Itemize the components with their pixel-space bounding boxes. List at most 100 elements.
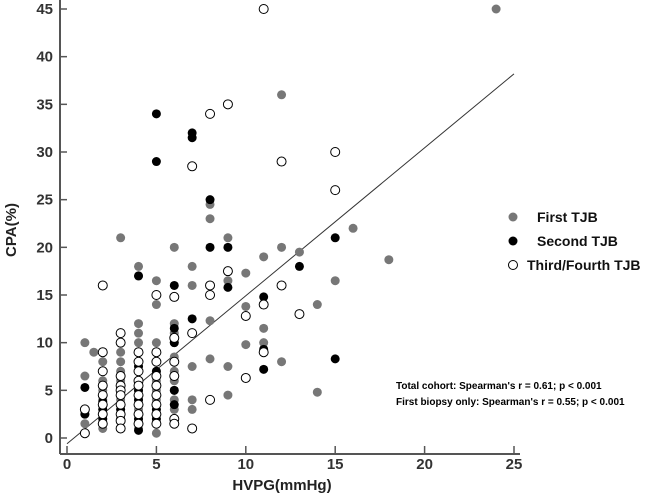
- first-tjb-point: [312, 387, 322, 397]
- first-tjb-point: [223, 390, 233, 400]
- series-first-tjb: [80, 4, 501, 438]
- y-tick-label: 25: [36, 192, 53, 209]
- third-fourth-tjb-point: [205, 290, 216, 300]
- third-fourth-tjb-point: [97, 280, 108, 291]
- third-fourth-tjb-point: [79, 428, 90, 439]
- third-fourth-tjb-point: [115, 337, 126, 348]
- third-fourth-tjb-point: [151, 371, 162, 382]
- y-tick-label: 5: [45, 382, 53, 399]
- second-tjb-point: [151, 109, 161, 119]
- x-tick-label: 10: [237, 456, 254, 473]
- second-tjb-point: [169, 280, 179, 290]
- first-tjb-point: [89, 347, 99, 357]
- first-tjb-point: [205, 354, 215, 364]
- third-fourth-tjb-point: [205, 108, 216, 119]
- second-tjb-point: [80, 382, 90, 392]
- first-tjb-point: [312, 300, 322, 310]
- third-fourth-tjb-point: [151, 399, 162, 410]
- first-tjb-point: [294, 247, 304, 257]
- third-fourth-tjb-point: [169, 291, 180, 302]
- y-tick-label: 10: [36, 335, 53, 352]
- first-tjb-point: [80, 338, 90, 348]
- first-tjb-point: [223, 362, 233, 371]
- third-fourth-tjb-point: [330, 185, 341, 196]
- third-fourth-tjb-point: [97, 380, 108, 391]
- plot-area: [66, 4, 515, 445]
- annotation-first-biopsy: First biopsy only: Spearman's r = 0.55; …: [396, 397, 625, 408]
- y-axis-ticks: 0 5 10 15 20 25 30 35 40 45: [36, 1, 67, 447]
- third-fourth-tjb-point: [133, 418, 144, 429]
- third-fourth-tjb-point: [240, 310, 251, 321]
- legend-marker-first: [508, 212, 518, 222]
- first-tjb-point: [116, 357, 126, 367]
- annotation-total-cohort: Total cohort: Spearman's r = 0.61; p < 0…: [396, 381, 602, 392]
- first-tjb-point: [491, 4, 501, 14]
- third-fourth-tjb-point: [169, 418, 180, 429]
- first-tjb-point: [187, 404, 197, 414]
- first-tjb-point: [169, 242, 179, 252]
- first-tjb-point: [134, 338, 144, 348]
- y-tick-label: 45: [36, 1, 53, 18]
- third-fourth-tjb-point: [115, 371, 126, 382]
- second-tjb-point: [169, 323, 179, 333]
- third-fourth-tjb-point: [169, 356, 180, 367]
- first-tjb-point: [134, 261, 144, 271]
- third-fourth-tjb-point: [205, 280, 216, 291]
- second-tjb-point: [330, 354, 340, 364]
- second-tjb-point: [205, 195, 215, 205]
- second-tjb-point: [169, 400, 179, 410]
- first-tjb-point: [187, 261, 197, 271]
- second-tjb-point: [330, 233, 340, 243]
- first-tjb-point: [187, 280, 197, 290]
- third-fourth-tjb-point: [115, 399, 126, 410]
- legend-marker-second: [508, 236, 518, 246]
- second-tjb-point: [187, 133, 197, 143]
- second-tjb-point: [187, 314, 197, 324]
- x-tick-label: 25: [506, 456, 523, 473]
- legend-marker-third-fourth: [508, 260, 518, 270]
- x-axis-title: HVPG(mmHg): [232, 477, 331, 494]
- first-tjb-point: [80, 419, 90, 429]
- first-tjb-point: [187, 395, 197, 405]
- third-fourth-tjb-point: [294, 309, 305, 320]
- third-fourth-tjb-point: [133, 347, 144, 358]
- first-tjb-point: [348, 223, 358, 233]
- third-fourth-tjb-point: [97, 347, 108, 358]
- third-fourth-tjb-point: [97, 390, 108, 401]
- third-fourth-tjb-point: [115, 423, 126, 434]
- third-fourth-tjb-point: [151, 356, 162, 367]
- legend-label-third-fourth: Third/Fourth TJB: [527, 257, 641, 273]
- third-fourth-tjb-point: [276, 156, 287, 167]
- first-tjb-point: [80, 371, 90, 381]
- y-tick-label: 35: [36, 96, 53, 113]
- first-tjb-point: [241, 268, 251, 278]
- first-tjb-point: [259, 338, 269, 348]
- second-tjb-point: [223, 282, 233, 292]
- third-fourth-tjb-point: [276, 280, 287, 291]
- x-tick-label: 5: [152, 456, 160, 473]
- first-tjb-point: [205, 316, 215, 326]
- third-fourth-tjb-point: [151, 409, 162, 420]
- third-fourth-tjb-point: [187, 161, 198, 172]
- third-fourth-tjb-point: [187, 423, 198, 434]
- first-tjb-point: [223, 276, 233, 286]
- y-tick-label: 30: [36, 144, 53, 161]
- series-third-fourth-tjb: [79, 4, 341, 439]
- third-fourth-tjb-point: [151, 418, 162, 429]
- third-fourth-tjb-point: [258, 347, 269, 358]
- first-tjb-point: [116, 233, 126, 243]
- second-tjb-point: [134, 271, 144, 281]
- third-fourth-tjb-point: [97, 399, 108, 410]
- third-fourth-tjb-point: [330, 147, 341, 157]
- second-tjb-point: [223, 242, 233, 252]
- first-tjb-point: [384, 255, 394, 265]
- third-fourth-tjb-point: [133, 356, 144, 367]
- x-tick-label: 15: [327, 456, 344, 473]
- third-fourth-tjb-point: [258, 4, 269, 14]
- first-tjb-point: [205, 214, 215, 224]
- third-fourth-tjb-point: [258, 299, 269, 310]
- y-tick-label: 0: [45, 430, 53, 447]
- first-tjb-point: [134, 319, 144, 329]
- first-tjb-point: [151, 338, 161, 348]
